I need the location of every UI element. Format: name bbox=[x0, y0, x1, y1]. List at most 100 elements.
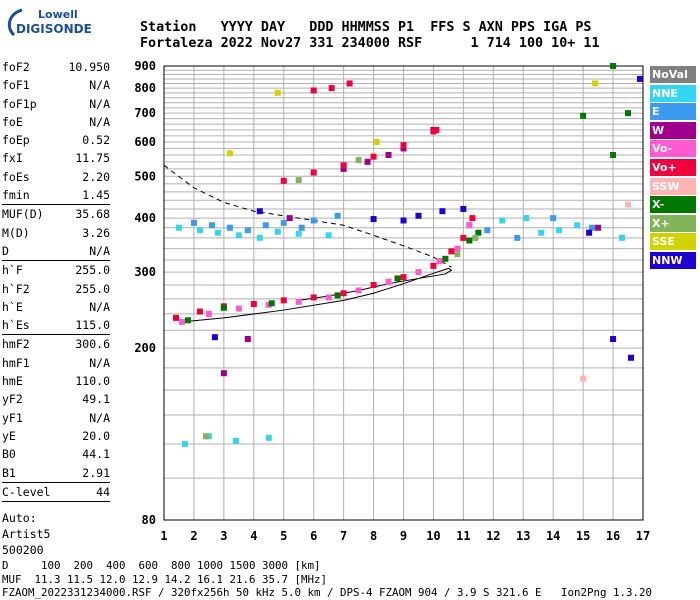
y-tick-label: 900 bbox=[134, 59, 156, 73]
station-header: Station YYYY DAY DDD HHMMSS P1 FFS S AXN… bbox=[140, 20, 600, 52]
echo-point bbox=[280, 177, 287, 184]
param-value: N/A bbox=[89, 243, 110, 258]
y-tick-label: 400 bbox=[134, 211, 156, 225]
param-value: 44 bbox=[96, 484, 110, 499]
echo-point bbox=[460, 205, 467, 212]
echo-point bbox=[274, 228, 281, 235]
header-line2: Fortaleza 2022 Nov27 331 234000 RSF 1 71… bbox=[140, 36, 600, 51]
param-value: 20.0 bbox=[82, 428, 110, 443]
echo-point bbox=[448, 248, 455, 255]
footer-file-info: FZAOM_2022331234000.RSF / 320fx256h 50 k… bbox=[2, 586, 653, 599]
echo-point bbox=[226, 150, 233, 157]
param-row: foF1p N/A bbox=[2, 95, 110, 113]
param-row: MUF(D) 35.68 bbox=[2, 205, 110, 223]
echo-point bbox=[310, 169, 317, 176]
echo-point bbox=[325, 294, 332, 301]
echo-point bbox=[514, 234, 521, 241]
param-label: B1 bbox=[2, 465, 16, 480]
param-value: N/A bbox=[89, 114, 110, 129]
echo-point bbox=[298, 224, 305, 231]
echo-point bbox=[310, 87, 317, 94]
param-row: h`E N/A bbox=[2, 298, 110, 316]
echo-point bbox=[364, 158, 371, 165]
param-row: fmin 1.45 bbox=[2, 186, 110, 204]
param-label: h`F2 bbox=[2, 281, 30, 296]
autoscaling-info: Artist5 bbox=[2, 527, 51, 542]
legend-item: SSE bbox=[650, 233, 696, 251]
param-value: N/A bbox=[89, 96, 110, 111]
param-label: hmF2 bbox=[2, 337, 30, 352]
param-value: N/A bbox=[89, 410, 110, 425]
param-value: 2.91 bbox=[82, 465, 110, 480]
echo-point bbox=[400, 274, 407, 281]
echo-point bbox=[466, 222, 473, 229]
x-tick-label: 17 bbox=[636, 529, 650, 543]
echo-point bbox=[442, 255, 449, 262]
echo-point bbox=[211, 334, 218, 341]
echo-point bbox=[400, 142, 407, 149]
param-row: h`F2 255.0 bbox=[2, 280, 110, 298]
x-tick-label: 4 bbox=[250, 529, 257, 543]
echo-point bbox=[589, 224, 596, 231]
logo-line2: DIGISONDE bbox=[16, 22, 92, 36]
param-value: 255.0 bbox=[75, 281, 110, 296]
echo-point bbox=[538, 229, 545, 236]
param-label: fxI bbox=[2, 151, 23, 166]
echo-point bbox=[610, 151, 617, 158]
param-separator bbox=[2, 204, 110, 206]
param-separator bbox=[2, 334, 110, 336]
y-tick-label: 700 bbox=[134, 106, 156, 120]
footer-distance-row: D 100 200 400 600 800 1000 1500 3000 [km… bbox=[2, 559, 321, 572]
echo-point bbox=[184, 317, 191, 324]
param-value: N/A bbox=[89, 299, 110, 314]
logo-arc-icon bbox=[7, 8, 23, 36]
echo-point bbox=[172, 314, 179, 321]
echo-point bbox=[274, 89, 281, 96]
param-row: hmF2 300.6 bbox=[2, 335, 110, 353]
legend-item: E bbox=[650, 103, 696, 121]
param-row: h`F 255.0 bbox=[2, 261, 110, 279]
echo-point bbox=[235, 232, 242, 239]
param-label: C-level bbox=[2, 484, 51, 499]
x-tick-label: 8 bbox=[370, 529, 377, 543]
echo-point bbox=[265, 434, 272, 441]
param-value: 49.1 bbox=[82, 392, 110, 407]
param-label: yE bbox=[2, 428, 16, 443]
echo-point bbox=[235, 305, 242, 312]
legend-item: NNW bbox=[650, 251, 696, 269]
echo-point bbox=[355, 157, 362, 164]
param-separator bbox=[2, 501, 110, 503]
y-tick-label: 500 bbox=[134, 169, 156, 183]
echo-point bbox=[295, 177, 302, 184]
param-value: 10.950 bbox=[68, 60, 110, 74]
param-label: yF2 bbox=[2, 392, 23, 407]
x-tick-label: 6 bbox=[310, 529, 317, 543]
digisonde-logo: Lowell DIGISONDE bbox=[4, 6, 92, 46]
echo-point bbox=[460, 234, 467, 241]
echo-point bbox=[415, 269, 422, 276]
echo-point bbox=[205, 310, 212, 317]
echo-point bbox=[619, 234, 626, 241]
echo-point bbox=[415, 212, 422, 219]
echo-point bbox=[280, 297, 287, 304]
echo-point bbox=[214, 229, 221, 236]
param-value: 1.45 bbox=[82, 188, 110, 203]
echo-point bbox=[310, 217, 317, 224]
echo-point bbox=[610, 63, 617, 69]
echo-point bbox=[310, 294, 317, 301]
param-value: 300.6 bbox=[75, 337, 110, 352]
density-profile-dashed bbox=[163, 164, 452, 268]
echo-point bbox=[400, 145, 407, 152]
echo-point bbox=[334, 212, 341, 219]
x-tick-label: 10 bbox=[426, 529, 440, 543]
echo-point bbox=[610, 335, 617, 342]
echo-point bbox=[469, 215, 476, 222]
echo-point bbox=[430, 262, 437, 269]
param-separator bbox=[2, 481, 110, 483]
param-value: 2.20 bbox=[82, 169, 110, 184]
param-row: M(D) 3.26 bbox=[2, 224, 110, 242]
echo-point bbox=[328, 85, 335, 92]
y-tick-label: 800 bbox=[134, 81, 156, 95]
echo-point bbox=[286, 215, 293, 222]
